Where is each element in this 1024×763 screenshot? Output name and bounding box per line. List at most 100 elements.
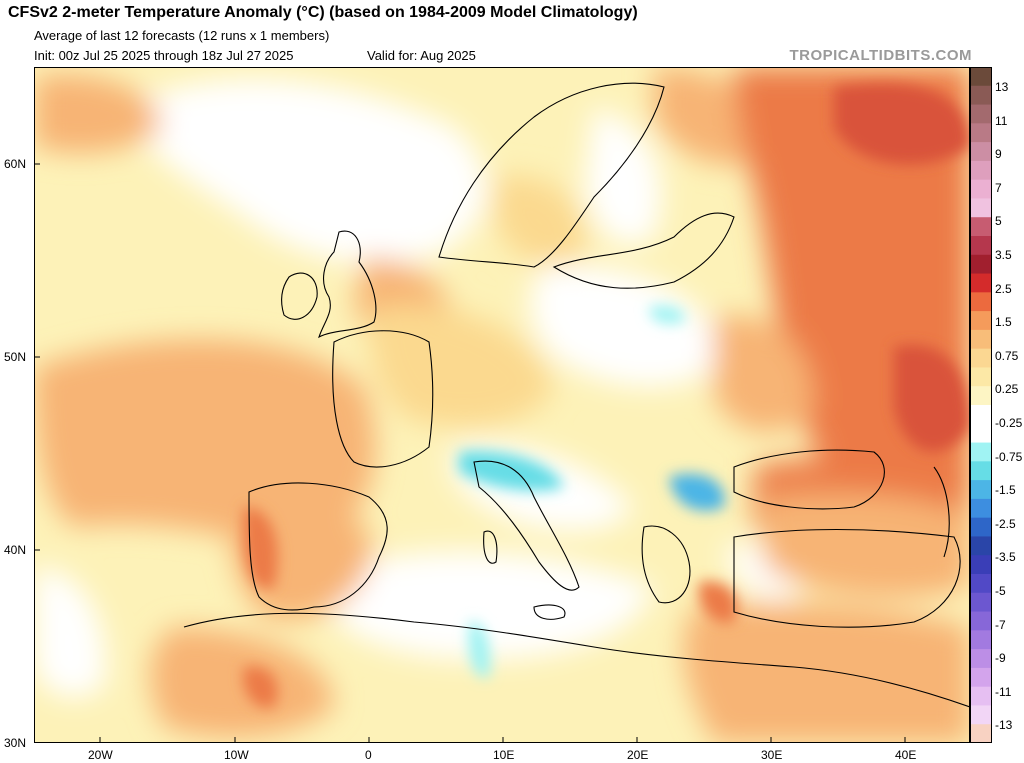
warm-northwest	[34, 74, 164, 153]
legend-swatch	[970, 104, 992, 124]
legend-label: 5	[995, 214, 1002, 229]
coolspot-tunisia	[468, 621, 491, 678]
legend-label: 2.5	[995, 281, 1012, 296]
legend-swatch	[970, 611, 992, 631]
lon-label-0: 0	[365, 748, 372, 762]
legend-swatch	[970, 630, 992, 650]
legend-label: 0.75	[995, 348, 1019, 363]
legend-label: -1.5	[995, 483, 1016, 498]
warm-anatolia	[764, 493, 970, 598]
legend-swatch	[970, 273, 992, 293]
legend-label: 11	[995, 113, 1008, 128]
legend-swatch	[970, 67, 992, 87]
init-time-label: Init: 00z Jul 25 2025 through 18z Jul 27…	[34, 48, 294, 63]
legend-swatch	[970, 198, 992, 218]
neutral-scandinavia	[584, 107, 662, 245]
legend-label: -9	[995, 651, 1006, 666]
lon-label-20e: 20E	[627, 748, 649, 762]
map-frame	[34, 67, 970, 743]
coast-caspian	[933, 466, 950, 558]
legend-swatch	[970, 517, 992, 538]
neutral-west-atlantic	[34, 567, 106, 698]
warm-north-africa	[150, 627, 334, 738]
neutral-north-atlantic	[124, 79, 487, 264]
coast-britain	[318, 230, 377, 339]
page-title: CFSv2 2-meter Temperature Anomaly (°C) (…	[8, 4, 638, 21]
legend-label: -2.5	[995, 516, 1016, 531]
warm-baltic-mild	[494, 175, 586, 265]
legend-swatch	[970, 667, 992, 688]
lon-label-10e: 10E	[493, 748, 515, 762]
coast-france	[332, 330, 434, 468]
coast-sicily	[533, 604, 566, 620]
legend-label: -13	[995, 718, 1013, 733]
lat-label-60n: 60N	[4, 157, 27, 171]
hotspot-russia-north	[834, 83, 970, 165]
legend-label: 13	[995, 80, 1009, 94]
legend-swatch	[970, 254, 992, 275]
legend-swatch	[970, 329, 992, 350]
coast-scandinavia	[438, 82, 665, 268]
legend-label: 7	[995, 180, 1002, 195]
legend-swatch	[970, 724, 992, 743]
hotspot-morocco	[243, 666, 278, 708]
legend-swatch	[970, 423, 992, 444]
legend-label: 9	[995, 147, 1002, 162]
anomaly-map	[34, 67, 970, 743]
legend-swatch	[970, 649, 992, 669]
legend-frame	[970, 67, 992, 743]
legend-swatch	[970, 123, 992, 143]
legend-swatch	[970, 236, 992, 256]
legend-label: -5	[995, 584, 1006, 598]
hotspot-aegean	[698, 581, 738, 623]
legend-swatch	[970, 592, 992, 613]
legend-swatch	[970, 480, 992, 500]
legend-swatch	[970, 536, 992, 556]
legend-label: -7	[995, 617, 1006, 632]
legend-swatch	[970, 217, 992, 237]
legend-swatch	[970, 461, 992, 481]
lat-label-30n: 30N	[4, 736, 27, 750]
legend-swatch	[970, 442, 992, 462]
valid-time-label: Valid for: Aug 2025	[367, 48, 476, 63]
coast-north-africa	[183, 612, 970, 708]
lat-label-50n: 50N	[4, 350, 27, 364]
legend-swatch	[970, 386, 992, 406]
legend-swatch	[970, 367, 992, 387]
legend-swatch	[970, 160, 992, 181]
legend-swatch	[970, 555, 992, 575]
warm-ukraine	[714, 315, 814, 433]
init-line: Init: 00z Jul 25 2025 through 18z Jul 27…	[34, 48, 476, 63]
coast-iberia	[248, 482, 388, 611]
page-subtitle: Average of last 12 forecasts (12 runs x …	[34, 28, 330, 43]
coast-black-sea	[733, 449, 885, 510]
legend-swatch	[970, 498, 992, 519]
legend-swatch	[970, 705, 992, 725]
legend-swatch	[970, 405, 992, 425]
legend-swatch	[970, 686, 992, 707]
hotspot-russia-south	[894, 345, 970, 452]
coast-ireland	[280, 272, 318, 320]
coast-italy	[473, 460, 580, 591]
legend-swatch	[970, 85, 992, 106]
lon-label-10w: 10W	[224, 748, 249, 762]
legend-swatch	[970, 142, 992, 162]
coastlines	[183, 82, 970, 708]
legend-swatch	[970, 292, 992, 312]
legend-label: 0.25	[995, 382, 1019, 397]
legend-label: 3.5	[995, 248, 1012, 262]
coast-baltic	[552, 212, 735, 289]
lat-label-40n: 40N	[4, 543, 27, 557]
legend-swatch	[970, 348, 992, 369]
coast-anatolia	[733, 528, 961, 628]
coolspot-poland	[649, 305, 685, 324]
legend-label: -11	[995, 684, 1012, 699]
legend-label: -0.75	[995, 449, 1023, 464]
coast-sardinia	[483, 530, 498, 564]
neutral-mediterranean	[314, 551, 654, 660]
neutral-central-europe	[530, 265, 724, 387]
legend-swatch	[970, 179, 992, 200]
legend-swatch	[970, 311, 992, 331]
lon-label-30e: 30E	[761, 748, 783, 762]
color-legend	[970, 67, 992, 743]
